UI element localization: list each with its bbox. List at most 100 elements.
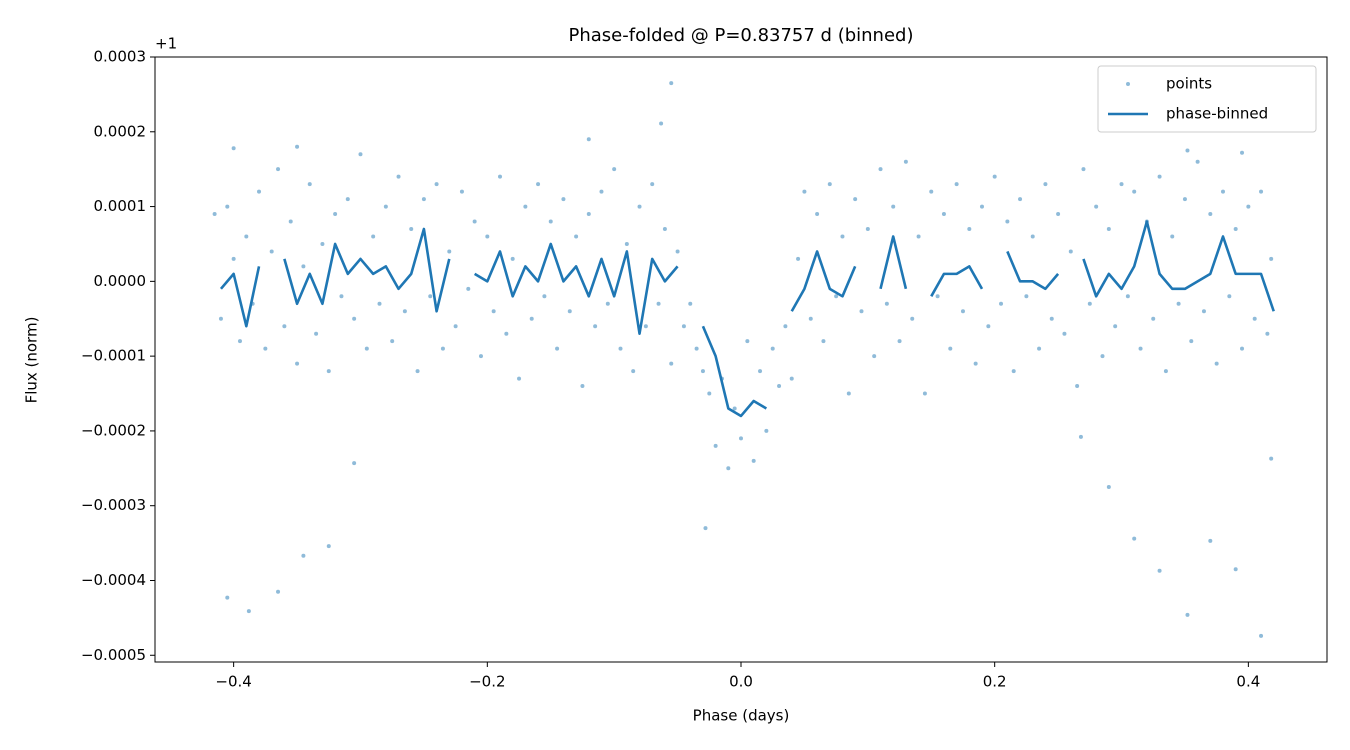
plot-area xyxy=(212,81,1275,638)
data-point xyxy=(580,384,585,389)
data-point xyxy=(231,256,236,261)
data-point xyxy=(1011,369,1016,374)
data-point xyxy=(624,241,629,246)
data-point xyxy=(834,294,839,299)
data-point xyxy=(225,595,230,600)
data-point xyxy=(1176,301,1181,306)
data-point xyxy=(973,361,978,366)
data-point xyxy=(466,286,471,291)
data-point xyxy=(257,189,262,194)
data-point xyxy=(783,324,788,329)
data-point xyxy=(1163,369,1168,374)
data-point xyxy=(802,189,807,194)
data-point xyxy=(1081,167,1086,172)
data-point xyxy=(371,234,376,239)
legend-label: phase-binned xyxy=(1166,105,1268,123)
data-point xyxy=(637,204,642,209)
data-point xyxy=(700,369,705,374)
data-point xyxy=(605,301,610,306)
data-point xyxy=(789,376,794,381)
y-axis-label: Flux (norm) xyxy=(23,317,41,404)
data-point xyxy=(555,346,560,351)
data-point xyxy=(929,189,934,194)
data-point xyxy=(1062,331,1067,336)
binned-line xyxy=(1082,220,1275,312)
data-point xyxy=(314,331,319,336)
data-point xyxy=(1037,346,1042,351)
data-point xyxy=(1170,234,1175,239)
data-point xyxy=(574,234,579,239)
data-point xyxy=(510,256,515,261)
data-point xyxy=(548,219,553,224)
data-point xyxy=(1208,212,1213,217)
data-point xyxy=(276,167,281,172)
data-point xyxy=(1220,189,1225,194)
data-point xyxy=(345,197,350,202)
data-point xyxy=(1068,249,1073,254)
data-point xyxy=(713,443,718,448)
y-tick-label: −0.0004 xyxy=(81,571,146,589)
x-tick-label: 0.4 xyxy=(1236,673,1260,691)
data-point xyxy=(1078,434,1083,439)
data-point xyxy=(618,346,623,351)
x-axis-label: Phase (days) xyxy=(693,707,790,725)
data-point xyxy=(1240,346,1245,351)
data-point xyxy=(352,316,357,321)
chart-title: Phase-folded @ P=0.83757 d (binned) xyxy=(569,25,914,46)
data-point xyxy=(865,227,870,232)
y-tick-label: 0.0002 xyxy=(94,122,147,140)
data-point xyxy=(941,212,946,217)
data-point xyxy=(922,391,927,396)
data-point xyxy=(326,369,331,374)
data-point xyxy=(301,264,306,269)
data-point xyxy=(586,212,591,217)
data-point xyxy=(707,391,712,396)
data-point xyxy=(777,384,782,389)
data-point xyxy=(358,152,363,157)
data-point xyxy=(758,369,763,374)
data-point xyxy=(352,461,357,466)
binned-line xyxy=(930,265,984,297)
data-point xyxy=(739,436,743,441)
data-point xyxy=(1185,612,1190,617)
data-point xyxy=(377,301,382,306)
data-point xyxy=(859,309,864,314)
data-point xyxy=(396,174,401,179)
x-tick-label: −0.2 xyxy=(469,673,505,691)
data-point xyxy=(659,121,664,126)
data-point xyxy=(1106,485,1111,490)
data-point xyxy=(770,346,775,351)
data-point xyxy=(694,346,699,351)
data-point xyxy=(225,204,230,209)
binned-line xyxy=(1006,250,1060,291)
legend-box xyxy=(1097,65,1317,133)
data-point xyxy=(1132,536,1137,541)
data-point xyxy=(656,301,661,306)
data-point xyxy=(599,189,604,194)
data-point xyxy=(732,406,737,411)
y-tick-label: 0.0003 xyxy=(94,48,147,66)
data-point xyxy=(1233,227,1238,232)
data-point xyxy=(593,324,598,329)
data-point xyxy=(1030,234,1035,239)
data-point xyxy=(472,219,477,224)
data-point xyxy=(979,204,984,209)
data-point xyxy=(662,227,667,232)
data-point xyxy=(1182,197,1187,202)
data-point xyxy=(1106,227,1111,232)
data-point xyxy=(434,182,439,187)
data-point xyxy=(529,316,534,321)
data-point xyxy=(1269,256,1274,261)
data-point xyxy=(478,354,483,359)
data-point xyxy=(650,182,655,187)
data-point xyxy=(1185,148,1190,153)
data-point xyxy=(1269,456,1274,461)
binned-line xyxy=(701,325,768,418)
binned-line xyxy=(879,235,908,290)
data-point xyxy=(1246,204,1251,209)
data-point xyxy=(567,309,572,314)
data-point xyxy=(542,294,547,299)
data-point xyxy=(295,144,300,149)
data-point xyxy=(504,331,509,336)
data-point xyxy=(827,182,832,187)
